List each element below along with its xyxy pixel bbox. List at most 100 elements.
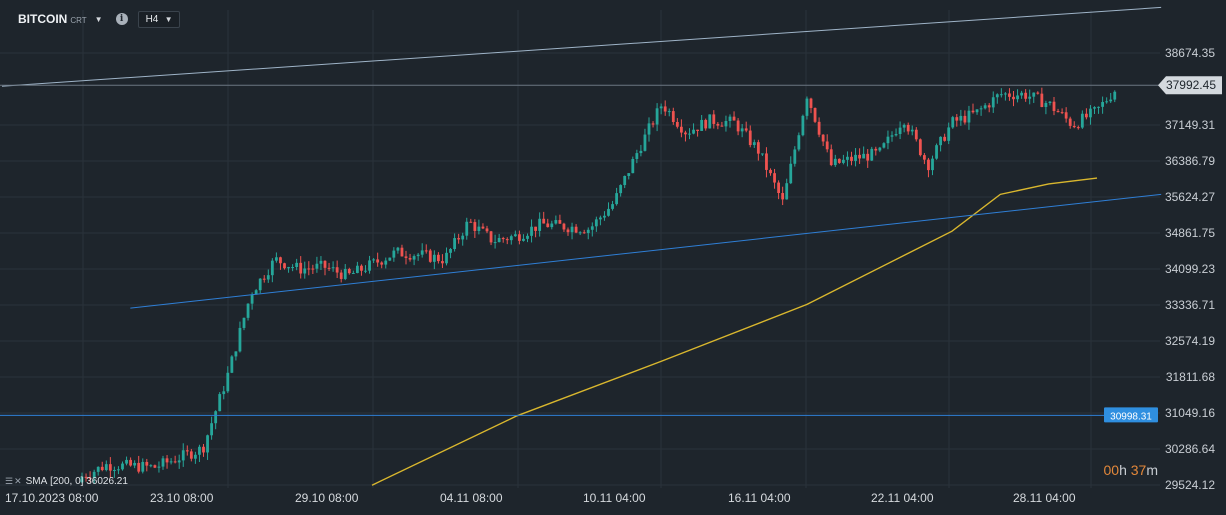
candle-body	[700, 119, 704, 131]
candle-body	[963, 115, 967, 123]
candle-body	[457, 238, 461, 240]
indicator-value: 36026.21	[86, 476, 128, 487]
candle-body	[643, 134, 647, 151]
candle-body	[96, 466, 100, 472]
candle-body	[878, 147, 882, 151]
candle-body	[663, 106, 667, 112]
candle-body	[1072, 125, 1076, 128]
candle-body	[125, 459, 128, 464]
candle-body	[104, 464, 108, 471]
candle-body	[522, 238, 525, 241]
candle-body	[513, 234, 517, 237]
candle-body	[554, 220, 558, 224]
trendline-resistance	[1, 6, 1162, 87]
symbol-name[interactable]: BITCOIN	[18, 12, 68, 26]
candle-body	[740, 128, 744, 132]
candle-body	[1020, 92, 1023, 96]
candle-body	[615, 193, 618, 205]
candle-body	[1056, 110, 1060, 113]
candle-body	[412, 256, 416, 260]
candle-body	[692, 129, 695, 134]
indicator-label: SMA	[25, 476, 48, 487]
candle-body	[206, 435, 209, 453]
candle-body	[161, 458, 165, 467]
candle-body	[813, 107, 817, 122]
candle-body	[647, 123, 651, 135]
candle-body	[198, 446, 201, 455]
candle-body	[388, 257, 392, 261]
candle-body	[432, 254, 436, 262]
candle-body	[165, 458, 169, 463]
candle-body	[509, 236, 513, 241]
candle-body	[291, 267, 294, 269]
candle-body	[979, 108, 983, 110]
candle-body	[368, 260, 371, 271]
candle-body	[1036, 92, 1040, 94]
y-tick-label: 31811.68	[1166, 370, 1215, 384]
y-tick-label: 35624.27	[1165, 190, 1215, 204]
candle-body	[631, 158, 635, 174]
candle-body	[728, 116, 732, 121]
candle-body	[453, 238, 456, 250]
candle-body	[1068, 118, 1072, 126]
candle-body	[769, 169, 772, 174]
candle-body	[258, 278, 262, 291]
candle-body	[846, 156, 849, 160]
candle-body	[380, 262, 384, 265]
candle-body	[793, 149, 797, 164]
candle-body	[708, 114, 712, 129]
candle-body	[927, 159, 930, 171]
sma-line	[371, 177, 1098, 486]
candle-body	[975, 109, 979, 113]
timeframe-select[interactable]: H4 ▼	[137, 10, 180, 28]
candle-body	[88, 477, 92, 479]
candle-body	[331, 267, 335, 269]
y-tick-label: 32574.19	[1165, 334, 1215, 348]
candle-body	[287, 267, 290, 269]
candle-body	[1004, 93, 1007, 95]
candle-body	[607, 208, 610, 216]
candle-body	[226, 372, 230, 392]
candle-body	[283, 263, 286, 269]
candle-body	[1016, 95, 1019, 100]
candle-body	[910, 129, 914, 132]
candle-body	[303, 268, 307, 274]
candle-body	[218, 394, 222, 412]
candle-body	[566, 229, 570, 233]
candle-body	[311, 268, 315, 270]
candle-body	[817, 121, 821, 135]
candle-body	[526, 235, 529, 239]
candle-body	[1085, 113, 1088, 118]
candle-body	[1113, 91, 1117, 100]
y-tick-label: 37149.31	[1165, 118, 1215, 132]
candle-body	[837, 158, 841, 163]
candle-body	[153, 465, 157, 468]
candle-body	[489, 231, 493, 243]
candle-body	[991, 97, 995, 108]
candle-body	[392, 250, 396, 258]
candle-body	[202, 446, 205, 453]
candle-body	[894, 134, 898, 136]
indicator-legend: ☰✕ SMA [200, 0] 36026.21	[5, 476, 128, 487]
candle-body	[773, 173, 776, 183]
info-icon[interactable]: i	[115, 13, 128, 25]
candle-body	[189, 451, 193, 459]
candle-body	[210, 423, 213, 436]
candle-body	[748, 130, 752, 146]
candle-body	[667, 111, 671, 113]
y-tick-label: 30286.64	[1165, 442, 1215, 456]
candle-body	[266, 275, 270, 280]
candle-body	[441, 261, 444, 264]
candle-body	[914, 129, 918, 140]
candle-body	[319, 260, 323, 264]
candle-body	[623, 176, 627, 186]
candle-body	[376, 259, 380, 263]
chevron-down-icon[interactable]: ▼	[94, 14, 103, 24]
candle-body	[1101, 102, 1104, 107]
candle-body	[1105, 101, 1109, 103]
candle-body	[785, 183, 789, 200]
candle-body	[275, 257, 278, 261]
indicator-settings-icon[interactable]: ☰✕	[5, 476, 23, 486]
